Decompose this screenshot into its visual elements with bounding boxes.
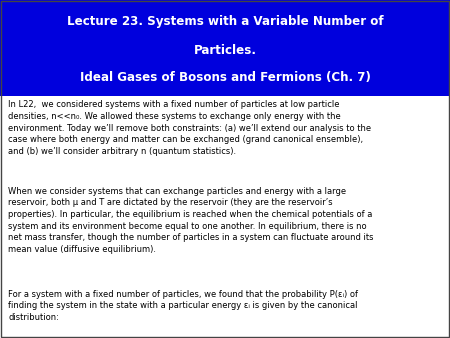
Bar [0,0,450,96]
Text: In L22,  we considered systems with a fixed number of particles at low particle
: In L22, we considered systems with a fix… [8,100,371,156]
Text: Ideal Gases of Bosons and Fermions (Ch. 7): Ideal Gases of Bosons and Fermions (Ch. … [80,71,370,83]
Text: Lecture 23. Systems with a Variable Number of: Lecture 23. Systems with a Variable Numb… [67,15,383,28]
Text: When we consider systems that can exchange particles and energy with a large
res: When we consider systems that can exchan… [8,187,374,254]
Text: For a system with a fixed number of particles, we found that the probability P(ε: For a system with a fixed number of part… [8,290,358,322]
Text: Particles.: Particles. [194,44,256,56]
